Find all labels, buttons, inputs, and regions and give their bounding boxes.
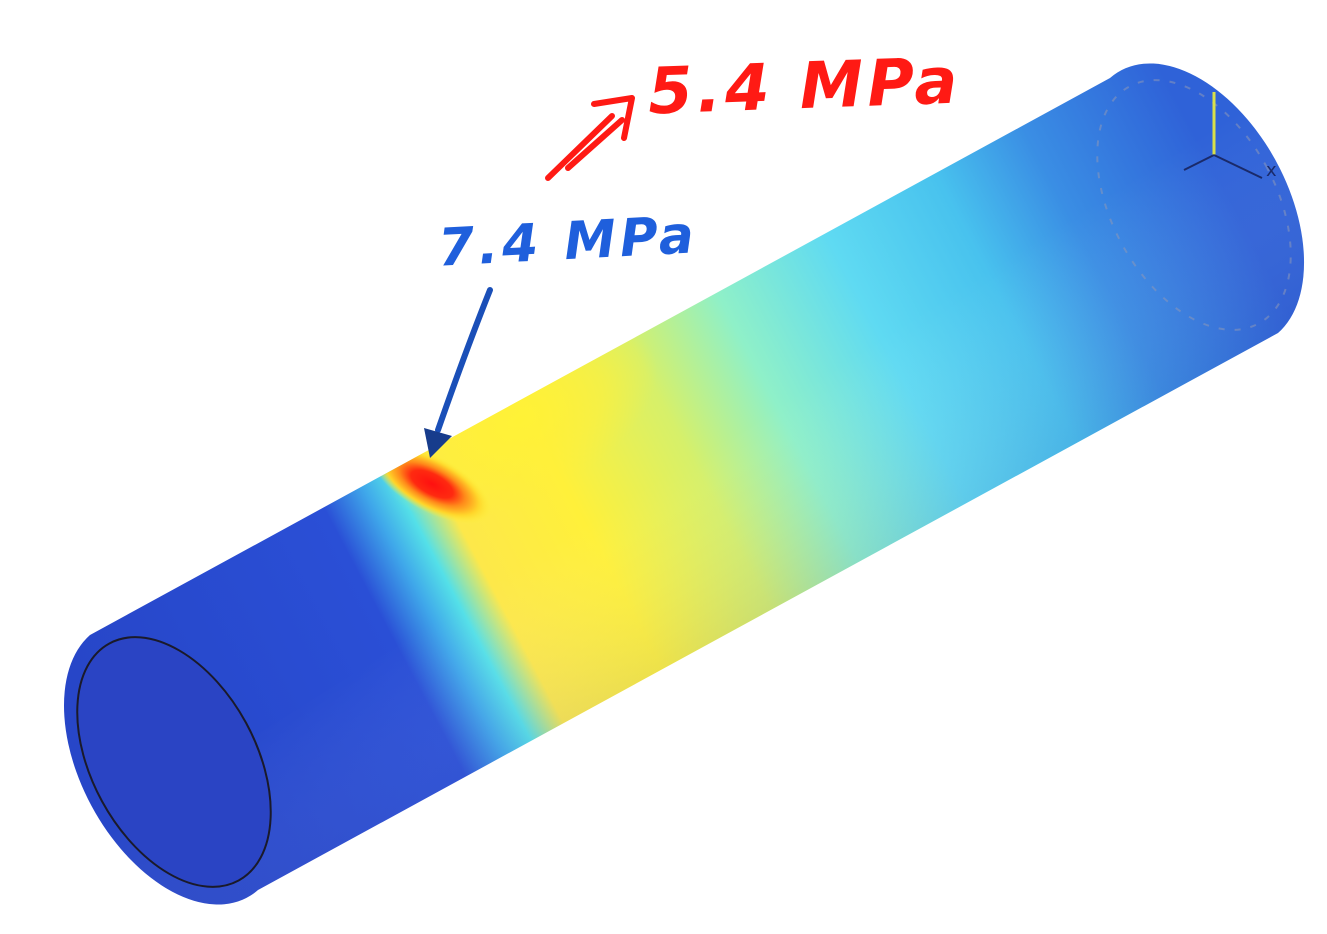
stress-label-5-4: 5.4 MPa	[646, 44, 963, 130]
svg-text:x: x	[1266, 160, 1277, 181]
arrow-down-icon	[424, 287, 493, 458]
cylinder-end-face	[76, 636, 272, 888]
axis-triad-icon: x	[1183, 92, 1277, 181]
double-arrow-up-right-icon	[545, 95, 635, 181]
